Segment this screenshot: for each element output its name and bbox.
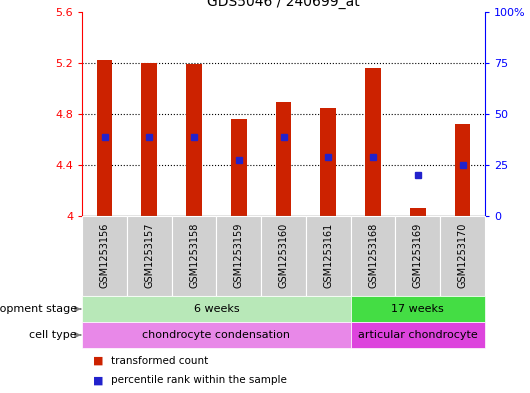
Bar — [231, 119, 246, 216]
Text: GSM1253156: GSM1253156 — [100, 222, 110, 288]
Bar — [351, 322, 485, 348]
Bar — [276, 103, 292, 216]
Bar — [82, 296, 351, 322]
Bar — [186, 64, 202, 216]
Bar — [82, 322, 351, 348]
Bar — [261, 216, 306, 296]
Bar — [306, 216, 351, 296]
Text: GSM1253169: GSM1253169 — [413, 222, 423, 288]
Text: GSM1253160: GSM1253160 — [279, 222, 288, 288]
Bar — [96, 60, 112, 216]
Text: transformed count: transformed count — [111, 356, 208, 365]
Bar — [455, 124, 471, 216]
Bar — [410, 208, 426, 216]
Text: ■: ■ — [93, 356, 103, 365]
Bar — [321, 108, 336, 216]
Bar — [172, 216, 216, 296]
Text: development stage: development stage — [0, 304, 77, 314]
Bar — [365, 68, 381, 216]
Bar — [440, 216, 485, 296]
Bar — [351, 296, 485, 322]
Text: GSM1253161: GSM1253161 — [323, 222, 333, 288]
Text: cell type: cell type — [29, 330, 77, 340]
Title: GDS5046 / 240699_at: GDS5046 / 240699_at — [207, 0, 360, 9]
Bar — [142, 63, 157, 216]
Bar — [395, 216, 440, 296]
Text: GSM1253168: GSM1253168 — [368, 222, 378, 288]
Text: percentile rank within the sample: percentile rank within the sample — [111, 375, 287, 386]
Bar — [351, 216, 395, 296]
Text: 6 weeks: 6 weeks — [193, 304, 239, 314]
Text: GSM1253170: GSM1253170 — [457, 222, 467, 288]
Text: chondrocyte condensation: chondrocyte condensation — [143, 330, 290, 340]
Text: 17 weeks: 17 weeks — [392, 304, 444, 314]
Bar — [216, 216, 261, 296]
Bar — [127, 216, 172, 296]
Text: GSM1253158: GSM1253158 — [189, 222, 199, 288]
Bar — [82, 216, 127, 296]
Text: articular chondrocyte: articular chondrocyte — [358, 330, 478, 340]
Text: GSM1253157: GSM1253157 — [144, 222, 154, 288]
Text: ■: ■ — [93, 375, 103, 386]
Text: GSM1253159: GSM1253159 — [234, 222, 244, 288]
